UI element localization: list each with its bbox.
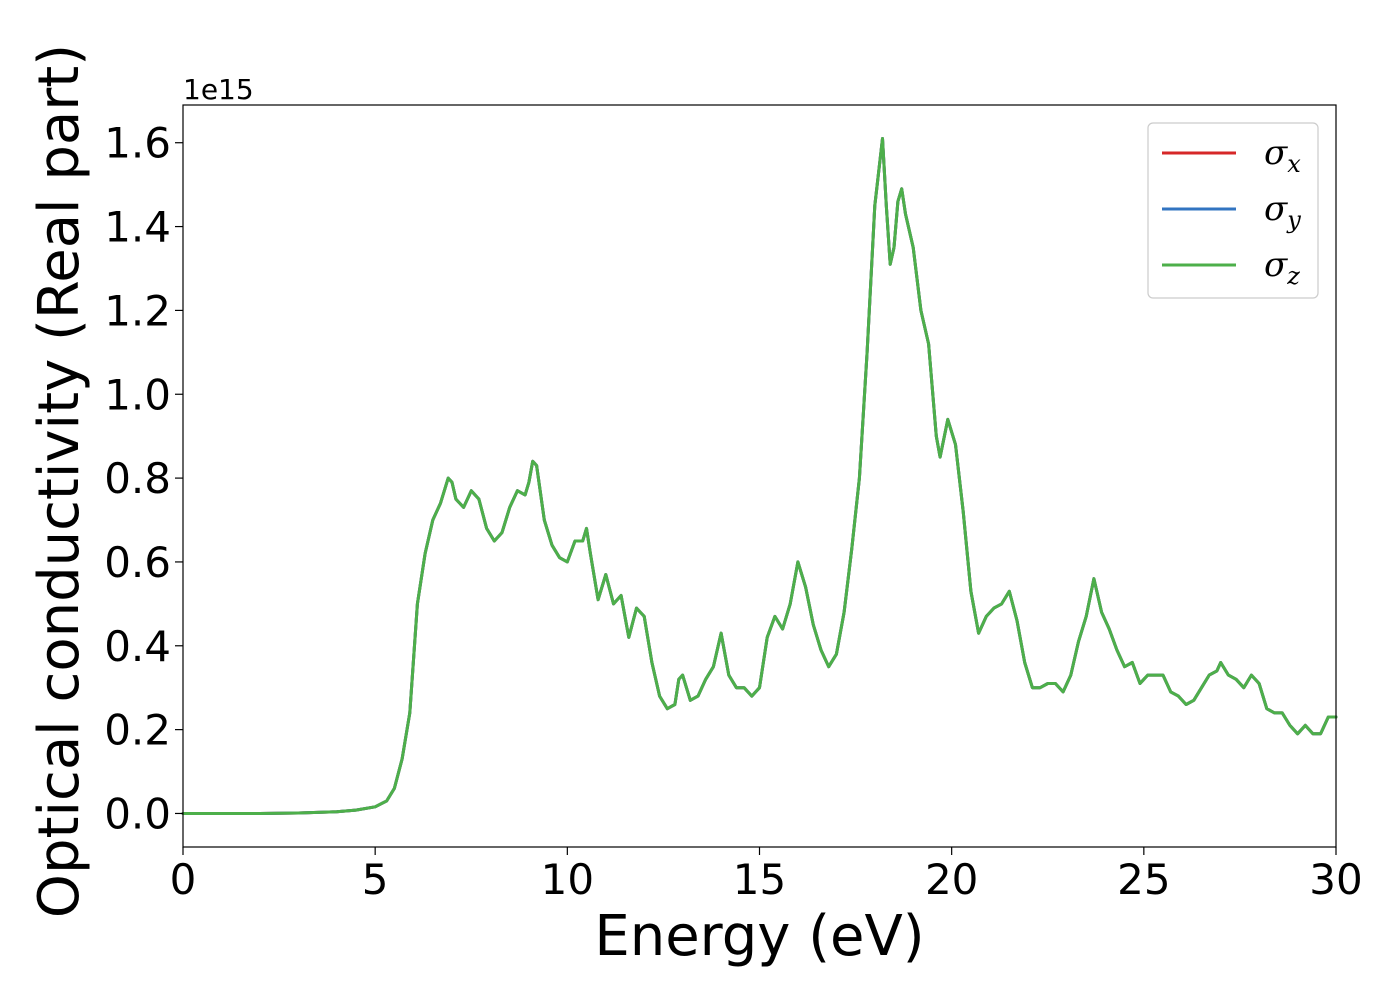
y-tick-label: 0.2 bbox=[104, 706, 171, 755]
x-tick-label: 5 bbox=[362, 855, 389, 904]
y-tick-label: 0.6 bbox=[104, 538, 171, 587]
legend-label: σz bbox=[1264, 245, 1300, 290]
y-tick-label: 0.4 bbox=[104, 622, 171, 671]
x-tick-label: 15 bbox=[733, 855, 786, 904]
y-axis-label: Optical conductivity (Real part) bbox=[27, 44, 92, 918]
x-axis-ticks: 0 5 10 15 20 25 30 bbox=[170, 847, 1363, 904]
y-tick-label: 1.2 bbox=[104, 286, 171, 335]
y-tick-label: 0.0 bbox=[104, 789, 171, 838]
x-tick-label: 25 bbox=[1117, 855, 1170, 904]
legend-label: σx bbox=[1264, 133, 1301, 178]
x-tick-label: 20 bbox=[925, 855, 978, 904]
x-axis-label: Energy (eV) bbox=[594, 904, 924, 969]
legend: σx σy σz bbox=[1147, 122, 1319, 299]
x-tick-label: 0 bbox=[170, 855, 197, 904]
series-line-3 bbox=[181, 137, 1338, 815]
y-axis-ticks: 0.0 0.2 0.4 0.6 0.8 1.0 1.2 1.4 1.6 bbox=[104, 119, 183, 838]
x-tick-label: 30 bbox=[1309, 855, 1362, 904]
legend-label: σy bbox=[1264, 189, 1301, 234]
y-axis-offset-text: 1e15 bbox=[183, 73, 254, 106]
x-tick-label: 10 bbox=[541, 855, 594, 904]
y-tick-label: 1.6 bbox=[104, 119, 171, 168]
y-tick-label: 0.8 bbox=[104, 454, 171, 503]
y-tick-label: 1.4 bbox=[104, 203, 171, 252]
y-tick-label: 1.0 bbox=[104, 370, 171, 419]
series-layer bbox=[181, 137, 1338, 815]
